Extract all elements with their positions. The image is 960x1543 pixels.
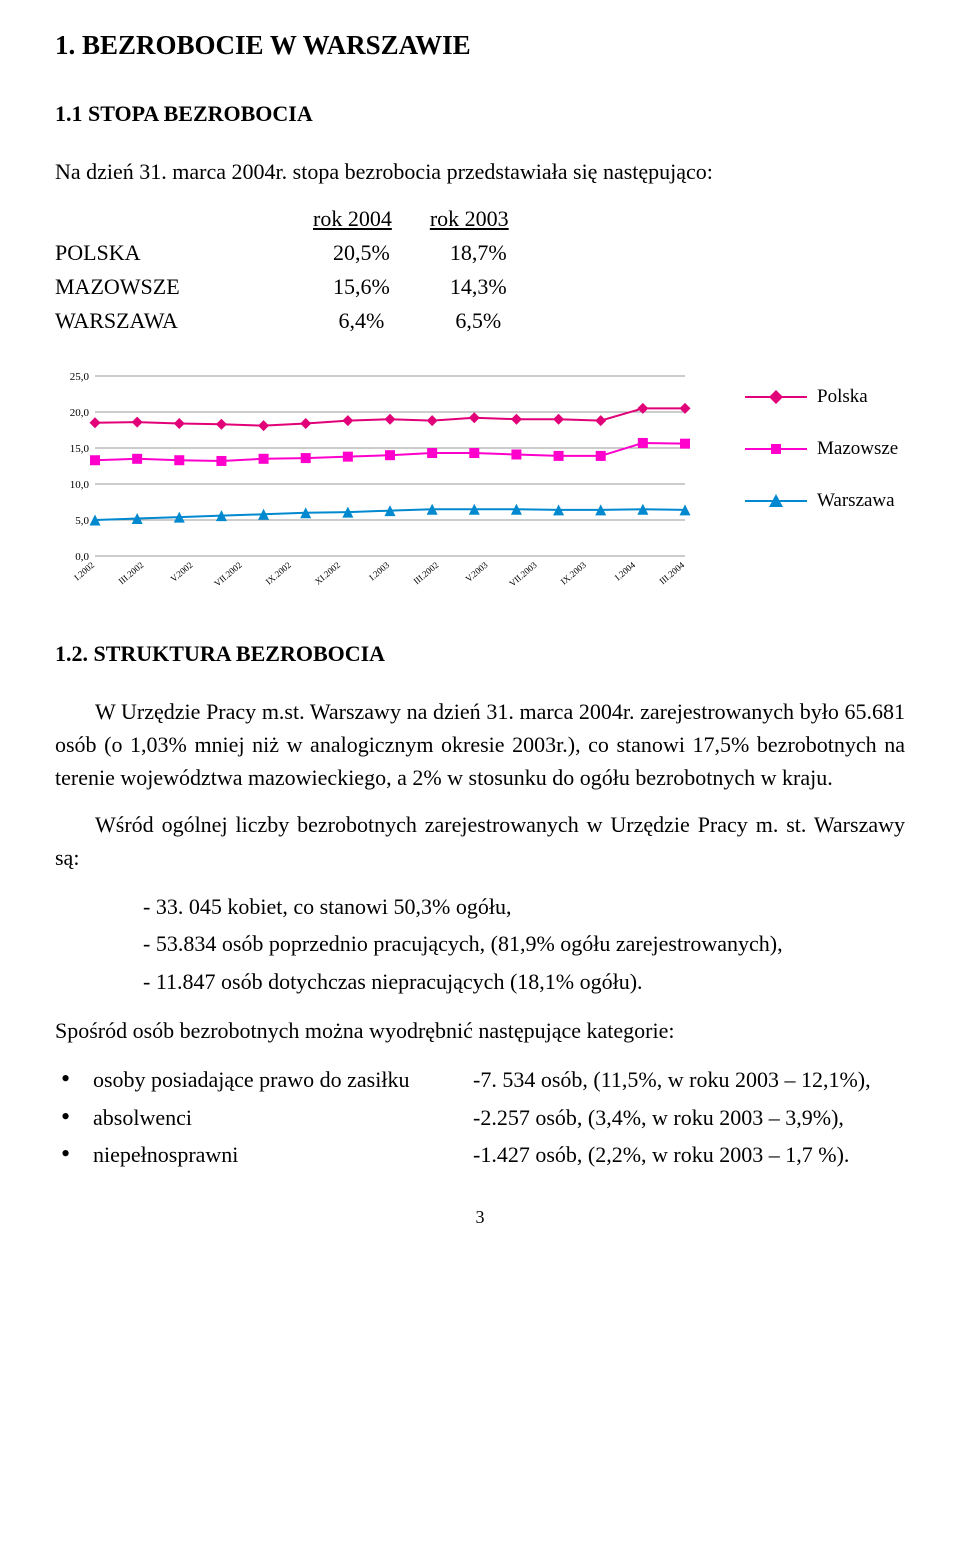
svg-text:I.2003: I.2003 — [367, 560, 392, 583]
rate-table: rok 2004 rok 2003 POLSKA 20,5% 18,7% MAZ… — [55, 202, 905, 338]
sublist-1: - 33. 045 kobiet, co stanowi 50,3% ogółu… — [55, 888, 905, 925]
col-2003: rok 2003 — [420, 202, 537, 236]
svg-text:20,0: 20,0 — [70, 407, 90, 419]
col-2004: rok 2004 — [303, 202, 420, 236]
chart-legend: Polska Mazowsze Warszawa — [745, 386, 898, 542]
body-p2: Wśród ogólnej liczby bezrobotnych zareje… — [55, 808, 905, 874]
legend-label: Mazowsze — [817, 438, 898, 460]
sublist-3: - 11.847 osób dotychczas niepracujących … — [55, 963, 905, 1000]
svg-text:VII.2003: VII.2003 — [507, 560, 539, 589]
heading-1-2: 1.2. STRUKTURA BEZROBOCIA — [55, 641, 905, 667]
svg-text:I.2002: I.2002 — [72, 560, 96, 583]
category-list: osoby posiadające prawo do zasiłku-7. 53… — [55, 1061, 905, 1173]
svg-text:VII.2002: VII.2002 — [212, 560, 244, 589]
svg-text:III.2002: III.2002 — [117, 560, 146, 586]
legend-item-mazowsze: Mazowsze — [745, 438, 898, 460]
table-row: WARSZAWA 6,4% 6,5% — [55, 304, 537, 338]
table-row: MAZOWSZE 15,6% 14,3% — [55, 270, 537, 304]
list-item: absolwenci-2.257 osób, (3,4%, w roku 200… — [61, 1099, 905, 1136]
svg-text:25,0: 25,0 — [70, 371, 90, 383]
body-p3: Spośród osób bezrobotnych można wyodrębn… — [55, 1014, 905, 1047]
body-p1: W Urzędzie Pracy m.st. Warszawy na dzień… — [55, 695, 905, 794]
table-row: POLSKA 20,5% 18,7% — [55, 236, 537, 270]
legend-item-polska: Polska — [745, 386, 898, 408]
svg-text:III.2004: III.2004 — [657, 560, 686, 587]
heading-1-1: 1.1 STOPA BEZROBOCIA — [55, 101, 905, 127]
svg-text:5,0: 5,0 — [75, 515, 89, 527]
list-item: osoby posiadające prawo do zasiłku-7. 53… — [61, 1061, 905, 1098]
legend-label: Warszawa — [817, 490, 895, 512]
svg-text:I.2004: I.2004 — [613, 560, 638, 583]
intro-text: Na dzień 31. marca 2004r. stopa bezroboc… — [55, 155, 905, 188]
svg-text:III.2002: III.2002 — [412, 560, 441, 586]
page-number: 3 — [55, 1207, 905, 1228]
sublist-2: - 53.834 osób poprzednio pracujących, (8… — [55, 925, 905, 962]
svg-text:V.2002: V.2002 — [169, 560, 195, 584]
heading-1: 1. BEZROBOCIE W WARSZAWIE — [55, 30, 905, 61]
svg-text:15,0: 15,0 — [70, 443, 90, 455]
legend-item-warszawa: Warszawa — [745, 490, 898, 512]
svg-text:V.2003: V.2003 — [464, 560, 490, 584]
legend-label: Polska — [817, 386, 868, 408]
svg-text:XI.2002: XI.2002 — [313, 560, 342, 587]
unemployment-chart: 0,05,010,015,020,025,0I.2002III.2002V.20… — [55, 366, 715, 601]
svg-text:IX.2003: IX.2003 — [559, 560, 589, 587]
list-item: niepełnosprawni-1.427 osób, (2,2%, w rok… — [61, 1136, 905, 1173]
svg-text:10,0: 10,0 — [70, 479, 90, 491]
svg-text:IX.2002: IX.2002 — [264, 560, 293, 587]
